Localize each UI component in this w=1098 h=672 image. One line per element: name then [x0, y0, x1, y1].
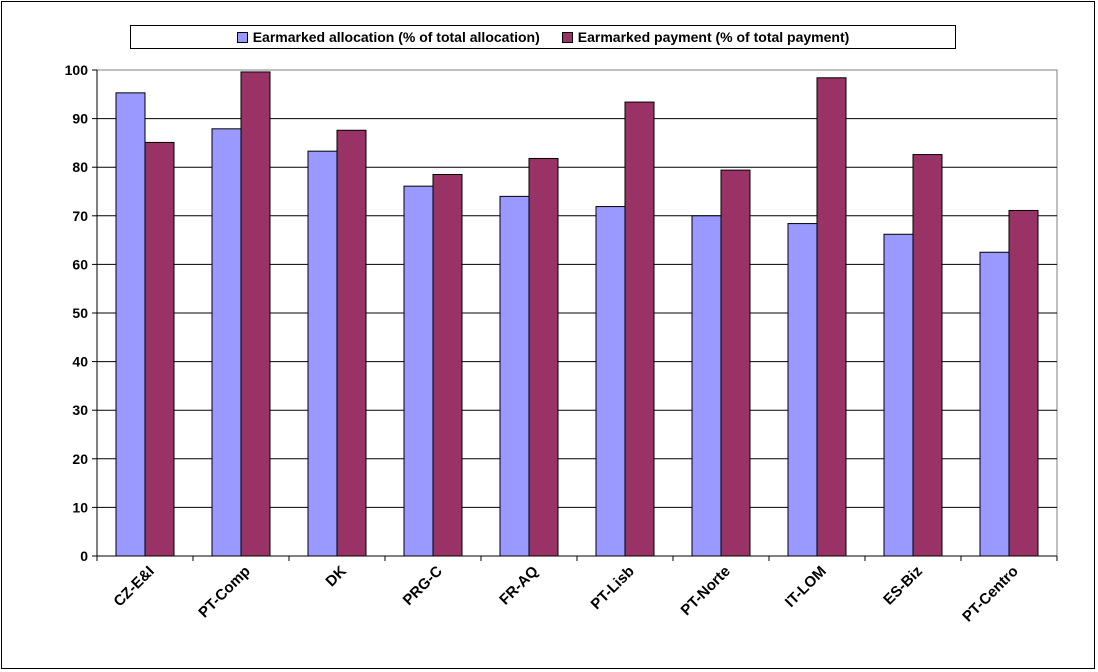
- legend-swatch-payment: [561, 31, 573, 43]
- bar-payment: [1008, 209, 1039, 557]
- legend: Earmarked allocation (% of total allocat…: [130, 25, 956, 49]
- bar-allocation: [979, 251, 1010, 557]
- x-tick-label: PT-Centro: [959, 563, 1022, 626]
- bar-allocation: [691, 215, 722, 557]
- y-tick-label: 100: [65, 62, 89, 78]
- x-tick-label: DK: [322, 563, 349, 590]
- bar-allocation: [883, 233, 914, 557]
- y-tick-label: 20: [72, 451, 88, 467]
- x-tick-label: PT-Lisb: [588, 563, 638, 613]
- bar-payment: [720, 169, 751, 557]
- bar-payment: [816, 77, 847, 557]
- bar-payment: [240, 71, 271, 557]
- y-axis: 0 10 20 30 40 50 60 70 80 90 100: [65, 62, 98, 564]
- bar-allocation: [115, 92, 146, 557]
- x-axis: CZ-E&I PT-Comp DK PRG-C FR-AQ PT-Lisb PT-Norte…: [96, 555, 1058, 626]
- legend-item-allocation: Earmarked allocation (% of total allocat…: [236, 29, 540, 45]
- y-tick-label: 10: [72, 499, 88, 515]
- bar-allocation: [403, 185, 434, 557]
- bar-allocation: [211, 128, 242, 557]
- y-tick-label: 50: [72, 305, 88, 321]
- legend-swatch-allocation: [236, 31, 248, 43]
- x-tick-label: ES-Biz: [880, 563, 926, 609]
- y-tick-label: 30: [72, 402, 88, 418]
- x-tick-label: IT-LOM: [782, 563, 830, 611]
- y-tick-label: 40: [72, 354, 88, 370]
- legend-label-payment: Earmarked payment (% of total payment): [577, 29, 850, 45]
- bar-allocation: [787, 223, 818, 557]
- bar-payment: [144, 141, 175, 557]
- bar-payment: [528, 157, 559, 557]
- bar-payment: [624, 101, 655, 557]
- bar-payment: [336, 129, 367, 557]
- y-tick-label: 60: [72, 256, 88, 272]
- y-tick-label: 0: [80, 548, 88, 564]
- y-tick-label: 70: [72, 208, 88, 224]
- bar-payment: [912, 154, 943, 557]
- x-tick-label: PRG-C: [400, 563, 446, 609]
- legend-label-allocation: Earmarked allocation (% of total allocat…: [252, 29, 540, 45]
- x-tick-label: PT-Norte: [678, 563, 734, 619]
- x-tick-label: FR-AQ: [496, 563, 542, 609]
- legend-item-payment: Earmarked payment (% of total payment): [561, 29, 850, 45]
- bars-group: [115, 71, 1039, 557]
- y-tick-label: 80: [72, 159, 88, 175]
- x-tick-label: PT-Comp: [195, 563, 254, 622]
- bar-allocation: [307, 150, 338, 557]
- bar-allocation: [595, 206, 626, 557]
- bar-allocation: [499, 195, 530, 557]
- y-tick-label: 90: [72, 111, 88, 127]
- x-tick-label: CZ-E&I: [110, 563, 157, 610]
- bar-payment: [432, 173, 463, 557]
